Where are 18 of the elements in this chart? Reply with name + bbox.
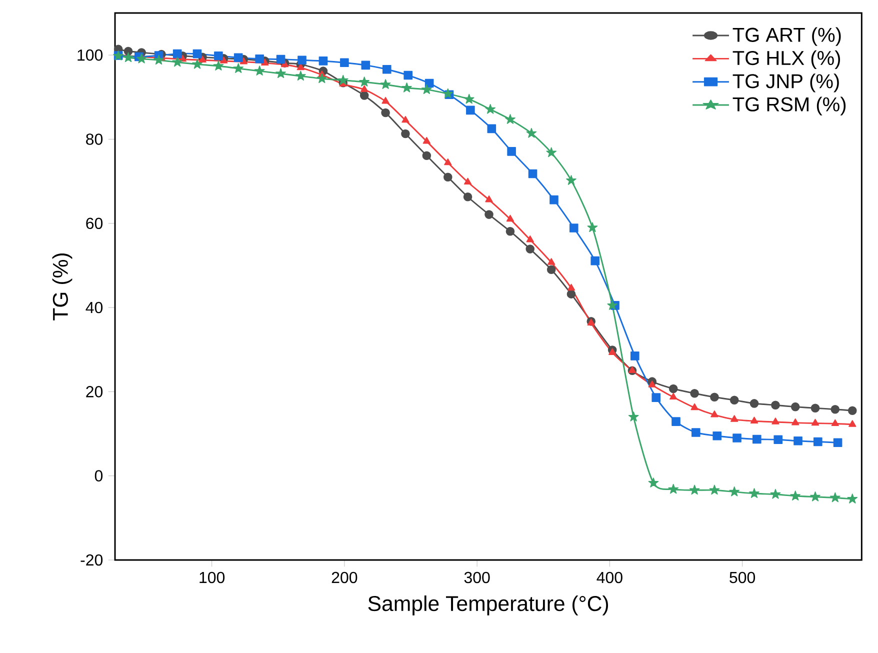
x-tick-label: 300: [464, 572, 490, 584]
legend-label: TG HLX (%): [732, 50, 840, 70]
y-tick-label: 60: [86, 218, 103, 230]
legend-label: TG RSM (%): [732, 96, 846, 116]
y-axis-title: TG (%): [52, 253, 72, 320]
y-tick-label: -20: [80, 554, 103, 566]
x-tick-label: 200: [332, 572, 358, 584]
x-tick-label: 400: [596, 572, 622, 584]
y-tick-label: 40: [86, 302, 103, 314]
legend-label: TG ART (%): [732, 27, 841, 46]
x-axis-title: Sample Temperature (°C): [368, 595, 608, 616]
legend-label: TG JNP (%): [732, 74, 839, 92]
x-tick-label: 100: [200, 572, 225, 584]
y-tick-label: 20: [86, 386, 103, 398]
y-tick-label: 80: [86, 134, 103, 145]
x-tick-label: 500: [730, 572, 756, 584]
y-tick-label: 0: [94, 470, 103, 482]
y-tick-label: 100: [78, 49, 103, 61]
